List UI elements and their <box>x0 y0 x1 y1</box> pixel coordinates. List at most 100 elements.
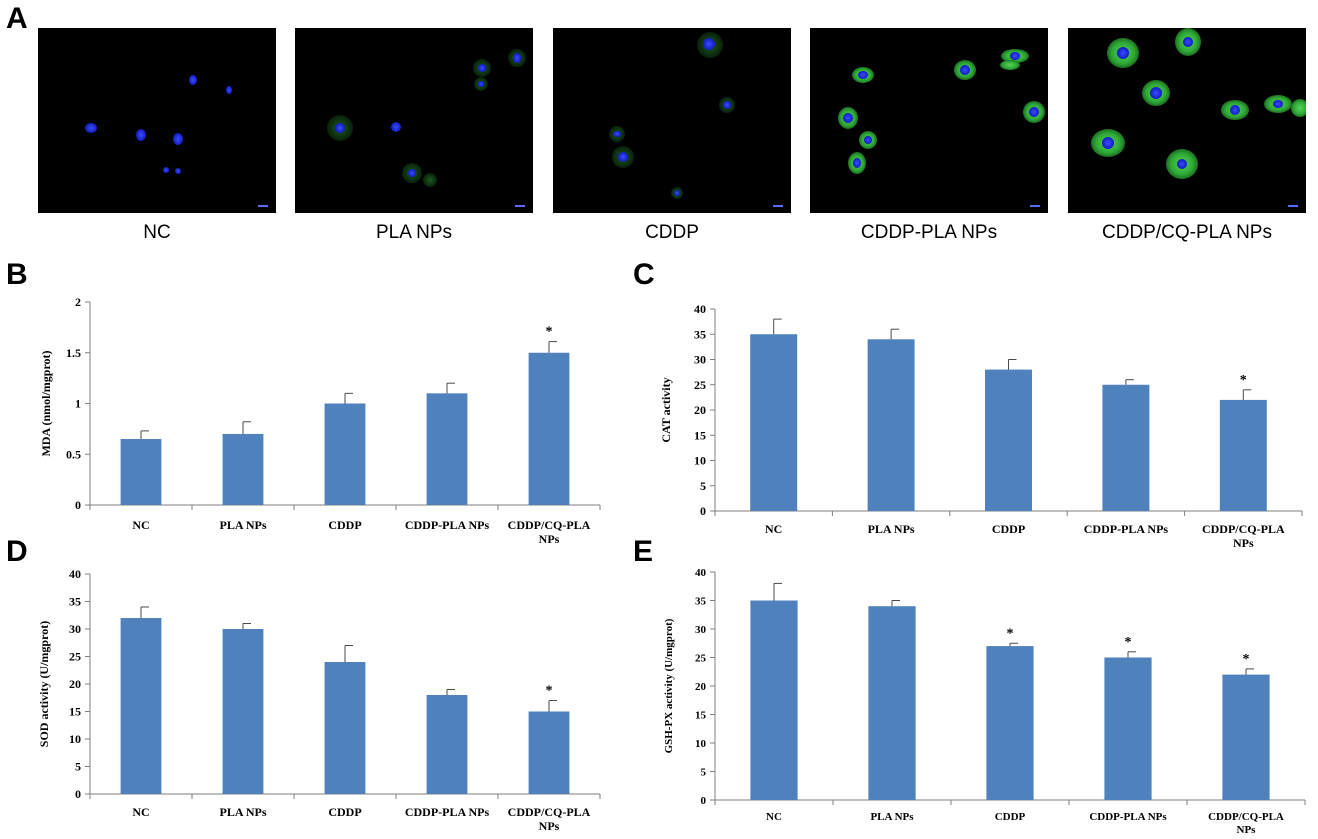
chart-c-category-label: CDDP-PLA NPs <box>1084 522 1169 536</box>
chart-c-y-tick-label: 10 <box>694 454 706 468</box>
chart-d-category-label: NC <box>132 805 149 819</box>
chart-c-bar <box>1219 399 1267 511</box>
chart-c-bar <box>985 369 1032 511</box>
chart-c-category-label: PLA NPs <box>868 522 915 536</box>
chart-c-y-tick-label: 25 <box>694 378 706 392</box>
chart-c-y-tick-label: 5 <box>700 479 706 493</box>
chart-d-bar <box>426 695 468 794</box>
chart-c-category-label: NC <box>765 522 782 536</box>
chart-b-mda: 0 0.5 1 1.5 2 MDA (nmol/mgprot) NC PLA NPs CDDP C… <box>0 290 620 555</box>
chart-b-category-label: CDDP/CQ-PLA NPs <box>508 518 591 546</box>
micrograph-label-nc: NC <box>143 222 171 243</box>
chart-e-category-label: CDDP/CQ-PLA NPs <box>1208 811 1284 836</box>
chart-e-bar <box>1104 657 1152 800</box>
chart-d-y-tick-label: 5 <box>75 760 81 774</box>
micrograph-cddp-cq-pla-nps <box>1068 28 1306 213</box>
chart-d-bar <box>528 711 570 794</box>
chart-e-bar <box>1222 674 1270 800</box>
chart-c-category-label: CDDP <box>992 522 1025 536</box>
chart-c-bar <box>750 334 798 511</box>
chart-b-bar <box>426 393 468 505</box>
micrograph-cddp-cq-pla-nps-image <box>1091 28 1306 207</box>
chart-b-category-label: CDDP-PLA NPs <box>405 518 490 532</box>
chart-d-y-axis-label: SOD activity (U/mgprot) <box>37 621 51 747</box>
chart-d-y-tick-label: 20 <box>69 677 81 691</box>
micrograph-cddp-image <box>609 32 783 207</box>
micrograph-pla-nps-image <box>327 49 526 207</box>
chart-b-y-tick-label: 2 <box>75 295 81 309</box>
chart-c-y-tick-label: 30 <box>694 353 706 367</box>
chart-e-significance-star: * <box>1125 635 1132 650</box>
chart-e-y-axis-label: GSH-PX activity (U/mgprot) <box>663 618 675 753</box>
micrograph-label-cddp-pla-nps: CDDP-PLA NPs <box>860 222 998 243</box>
chart-e-category-label: CDDP-PLA NPs <box>1089 811 1167 823</box>
chart-c-y-tick-label: 0 <box>700 504 706 518</box>
chart-d-bar <box>120 618 162 794</box>
chart-d-category-label: CDDP <box>328 805 361 819</box>
chart-e-y-tick-label: 40 <box>695 567 707 579</box>
chart-d-category-label: CDDP/CQ-PLA NPs <box>508 805 591 833</box>
chart-e-y-tick-label: 35 <box>695 596 707 608</box>
chart-d-bar <box>222 629 264 794</box>
chart-e-bar <box>868 606 916 800</box>
chart-c-y-tick-label: 20 <box>694 403 706 417</box>
chart-e-gsh-px: 0 5 10 15 20 25 30 35 40 GSH-PX activity (U/mgpro… <box>630 562 1318 839</box>
chart-c-category-label: CDDP/CQ-PLA NPs <box>1202 522 1285 550</box>
chart-b-bar <box>324 403 366 505</box>
chart-e-y-tick-label: 20 <box>695 681 707 693</box>
micrograph-label-cddp-cq-pla-nps: CDDP/CQ-PLA NPs <box>1102 222 1272 243</box>
micrograph-nc <box>38 28 276 213</box>
micrograph-label-pla-nps: PLA NPs <box>375 222 453 243</box>
chart-b-y-tick-label: 0.5 <box>66 447 81 461</box>
chart-d-y-tick-label: 40 <box>69 567 81 581</box>
chart-b-category-label: NC <box>132 518 149 532</box>
chart-c-y-tick-label: 40 <box>694 302 706 316</box>
chart-d-category-label: PLA NPs <box>219 805 266 819</box>
chart-d-y-tick-label: 10 <box>69 732 81 746</box>
chart-e-y-tick-label: 30 <box>695 624 707 636</box>
chart-d-y-tick-label: 0 <box>75 787 81 801</box>
chart-e-y-tick-label: 25 <box>695 653 707 665</box>
chart-c-cat: 0 5 10 15 20 25 30 35 40 CAT activity NC PLA NPs CDD… <box>630 295 1318 560</box>
chart-e-y-tick-label: 5 <box>701 767 707 779</box>
chart-b-bar <box>222 433 264 505</box>
panel-letter-a: A <box>6 2 28 35</box>
micrograph-nc-image <box>85 75 268 207</box>
chart-c-y-tick-label: 15 <box>694 428 706 442</box>
micrograph-label-cddp: CDDP <box>645 222 699 243</box>
chart-d-y-tick-label: 25 <box>69 650 81 664</box>
chart-d-bar <box>324 662 366 794</box>
chart-e-bar <box>750 600 798 800</box>
chart-e-y-tick-label: 10 <box>695 738 707 750</box>
chart-b-bar <box>120 439 162 505</box>
chart-d-y-tick-label: 35 <box>69 595 81 609</box>
chart-e-category-label: PLA NPs <box>870 811 914 823</box>
chart-e-category-label: CDDP <box>995 811 1026 823</box>
chart-b-category-label: PLA NPs <box>219 518 266 532</box>
chart-b-bar <box>528 352 570 505</box>
chart-b-y-tick-label: 1 <box>75 397 81 411</box>
chart-e-y-tick-label: 0 <box>701 795 707 807</box>
micrograph-cddp-pla-nps <box>810 28 1048 213</box>
panel-letter-b: B <box>6 258 28 291</box>
panel-letter-d: D <box>6 535 28 568</box>
chart-c-y-tick-label: 35 <box>694 327 706 341</box>
micrograph-pla-nps <box>295 28 533 213</box>
micrograph-cddp <box>553 28 791 213</box>
chart-b-y-tick-label: 0 <box>75 498 81 512</box>
chart-e-bar <box>986 646 1034 800</box>
chart-e-category-label: NC <box>766 811 782 823</box>
chart-e-significance-star: * <box>1007 626 1014 641</box>
chart-c-svg: 0 5 10 15 20 25 30 35 40 CAT activity NC PLA NPs CDD… <box>659 302 1303 550</box>
chart-d-significance-star: * <box>546 684 553 699</box>
chart-d-y-tick-label: 30 <box>69 622 81 636</box>
chart-d-category-label: CDDP-PLA NPs <box>405 805 490 819</box>
chart-c-significance-star: * <box>1240 373 1247 388</box>
chart-b-y-tick-label: 1.5 <box>66 346 81 360</box>
chart-b-category-label: CDDP <box>328 518 361 532</box>
panel-letter-c: C <box>633 258 655 291</box>
chart-d-svg: 0 5 10 15 20 25 30 35 40 SOD activity (U/mgprot) N… <box>37 567 601 833</box>
chart-c-bar <box>1102 384 1150 511</box>
chart-e-svg: 0 5 10 15 20 25 30 35 40 GSH-PX activity (U/mgpro… <box>663 567 1306 836</box>
chart-b-significance-star: * <box>546 325 553 340</box>
